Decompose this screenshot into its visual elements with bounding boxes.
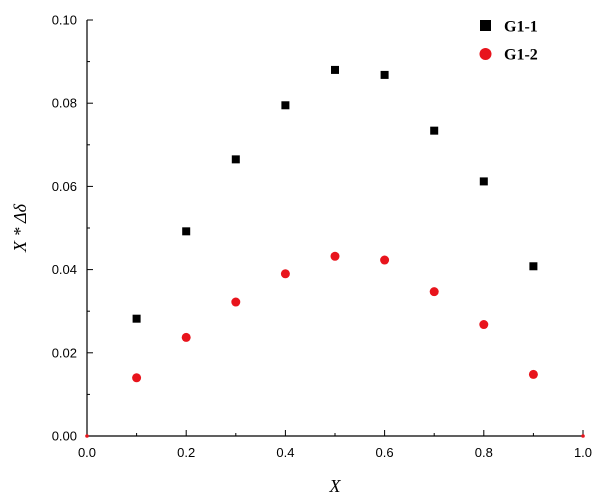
- x-axis-title: X: [329, 476, 342, 496]
- x-tick-label: 0.0: [78, 445, 96, 460]
- data-point-g1-2: [528, 369, 538, 379]
- y-tick-label: 0.00: [52, 429, 77, 444]
- legend-marker-g1-1: [480, 20, 491, 31]
- legend: G1-1 G1-2: [479, 19, 538, 64]
- y-tick-label: 0.04: [52, 262, 77, 277]
- y-tick-label: 0.02: [52, 345, 77, 360]
- legend-label-g1-2: G1-2: [504, 47, 538, 64]
- data-point-endpoint: [581, 434, 585, 438]
- data-point-g1-2: [330, 251, 340, 261]
- data-point-g1-2: [479, 320, 489, 330]
- legend-marker-g1-2: [479, 48, 492, 60]
- data-point-g1-1: [281, 101, 290, 110]
- y-tick-label: 0.08: [52, 96, 77, 111]
- data-point-g1-1: [132, 314, 141, 323]
- x-tick-label: 0.4: [276, 445, 294, 460]
- y-tick-label: 0.10: [52, 13, 77, 28]
- data-points: [85, 65, 585, 438]
- axes: [86, 20, 583, 437]
- data-point-g1-1: [380, 70, 389, 79]
- x-tick-label: 0.2: [177, 445, 195, 460]
- data-point-g1-2: [181, 332, 191, 342]
- data-point-endpoint: [85, 434, 89, 438]
- data-point-g1-1: [430, 126, 439, 135]
- x-tick-label: 0.8: [475, 445, 493, 460]
- data-point-g1-1: [331, 65, 339, 74]
- data-point-g1-2: [231, 297, 241, 307]
- y-tick-label: 0.06: [52, 179, 77, 194]
- data-point-g1-1: [182, 227, 191, 236]
- x-tick-label: 1.0: [574, 445, 592, 460]
- data-point-g1-1: [529, 262, 538, 271]
- data-point-g1-1: [231, 155, 240, 164]
- data-point-g1-2: [429, 287, 439, 297]
- data-point-g1-1: [479, 177, 488, 186]
- legend-label-g1-1: G1-1: [504, 19, 538, 36]
- data-point-g1-2: [132, 373, 142, 383]
- axis-ticks: 0.0 0.2 0.4 0.6 0.8 1.0 0.00 0.02 0.04 0.06 0.08 0.…: [52, 13, 592, 461]
- data-point-g1-2: [280, 269, 290, 279]
- data-point-g1-2: [380, 255, 390, 265]
- y-axis-title: X * Δδ: [10, 203, 30, 253]
- x-tick-label: 0.6: [376, 445, 394, 460]
